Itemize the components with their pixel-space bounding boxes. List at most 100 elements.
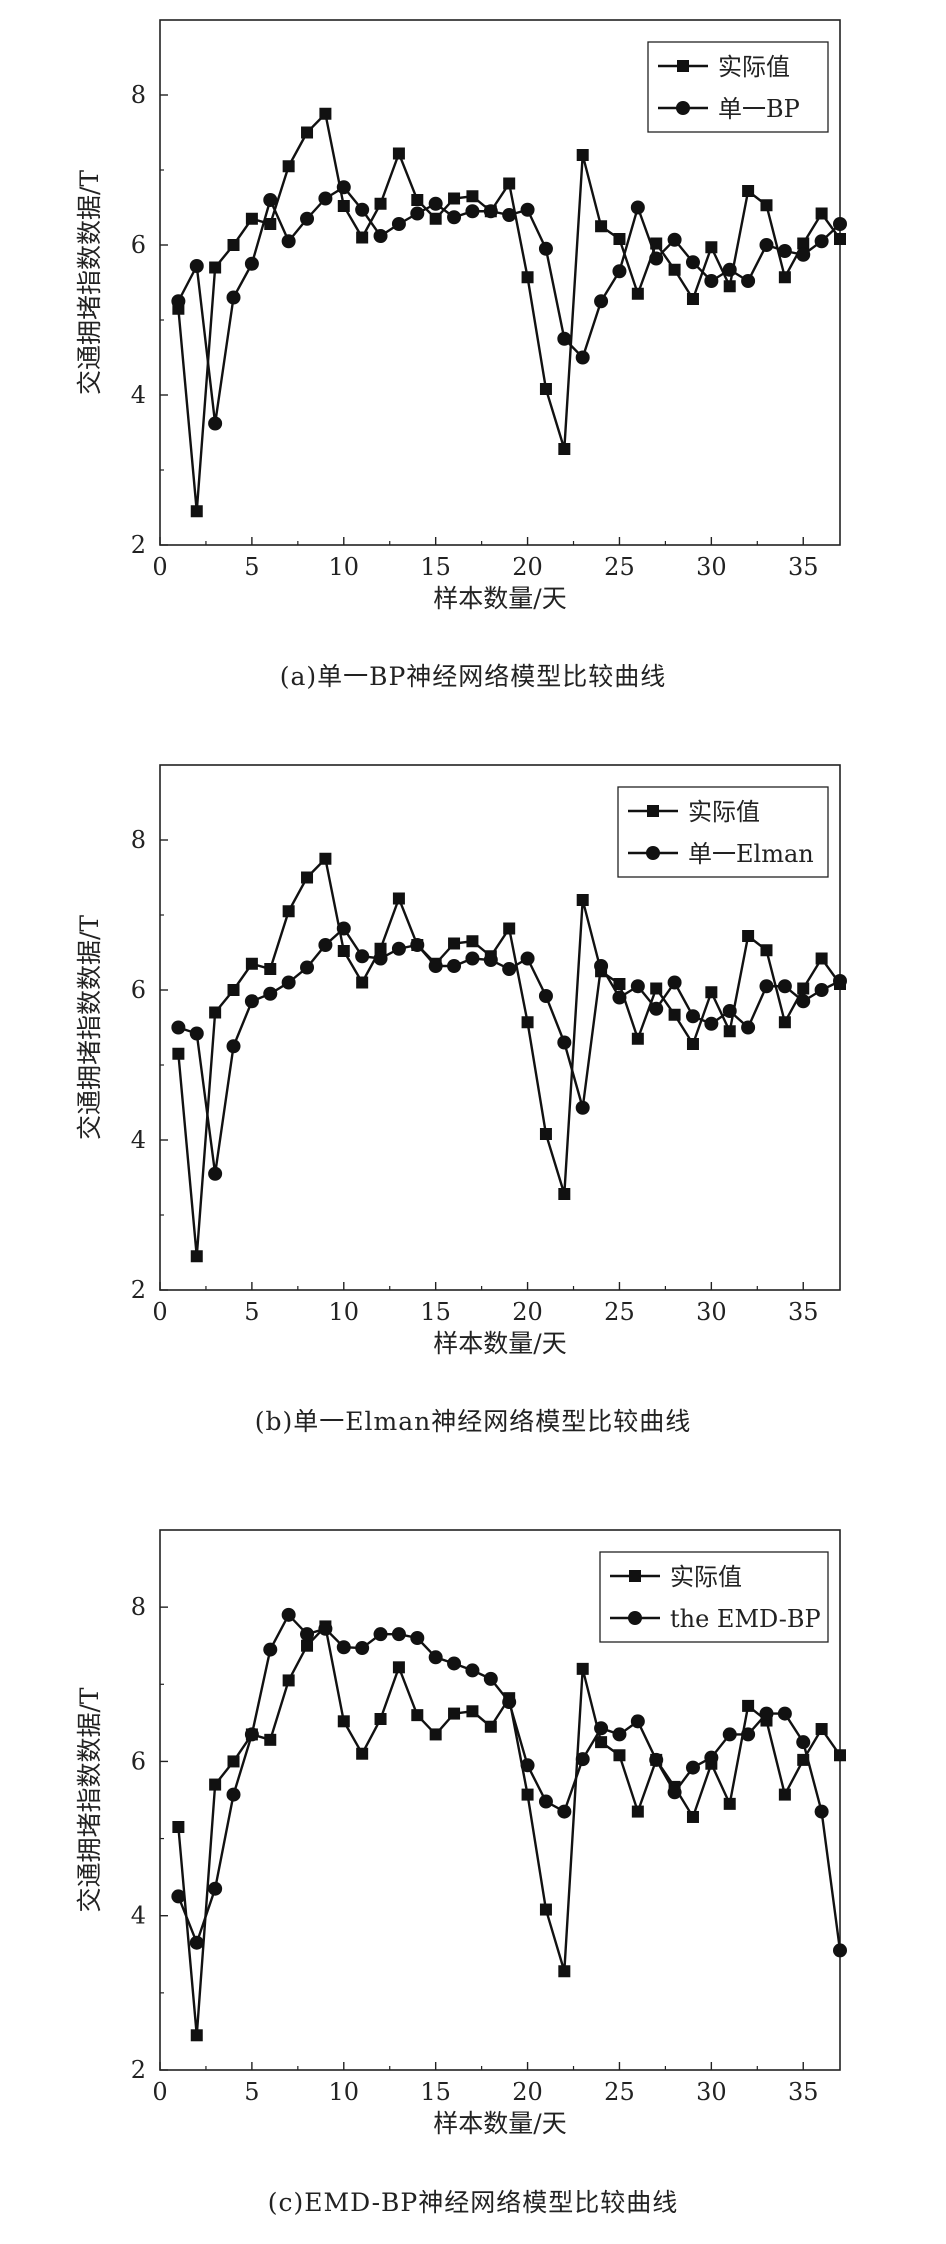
series-1-point bbox=[742, 1699, 755, 1712]
series-1-point bbox=[411, 1709, 424, 1722]
series-2-point bbox=[814, 234, 829, 249]
x-tick-label: 20 bbox=[512, 1298, 543, 1326]
x-tick-label: 5 bbox=[244, 1298, 259, 1326]
series-2-point bbox=[318, 1621, 333, 1636]
series-1-point bbox=[815, 1723, 828, 1736]
legend-marker-1 bbox=[629, 1570, 641, 1582]
series-1-point bbox=[209, 1006, 222, 1019]
series-2-point bbox=[263, 1642, 278, 1657]
series-1-point bbox=[705, 241, 718, 254]
series-2-point bbox=[667, 232, 682, 247]
series-2-point bbox=[814, 1804, 829, 1819]
series-1-point bbox=[686, 1038, 699, 1050]
series-1-point bbox=[576, 149, 589, 161]
series-2-point bbox=[814, 983, 829, 997]
x-tick-label: 35 bbox=[788, 2078, 819, 2106]
series-1-point bbox=[245, 957, 258, 970]
series-2-point bbox=[483, 1671, 498, 1686]
y-tick-label: 2 bbox=[131, 531, 146, 559]
series-1-point bbox=[301, 871, 314, 884]
series-1-point bbox=[466, 190, 479, 203]
series-2-point bbox=[777, 979, 792, 994]
series-2-point bbox=[796, 1735, 811, 1750]
legend-box bbox=[617, 786, 829, 878]
series-1-point bbox=[392, 147, 405, 160]
series-2-point bbox=[208, 1881, 223, 1896]
series-2-point bbox=[244, 1727, 259, 1742]
chart-panel-b: 0 5 10 15 20 25 30 35 2 4 6 8 样本数量/天 交通拥堵指数数据/T 实际值 单一E… bbox=[0, 745, 946, 1436]
plot-frame bbox=[159, 19, 841, 546]
series-1-point bbox=[705, 986, 718, 999]
series-2-point bbox=[594, 1721, 609, 1736]
series-2-point bbox=[355, 949, 370, 964]
series-1-point bbox=[742, 930, 755, 942]
series-1-point bbox=[411, 194, 424, 206]
legend-marker-1 bbox=[647, 805, 659, 817]
series-1-point bbox=[723, 1025, 736, 1038]
series-1-point bbox=[576, 1662, 589, 1675]
legend-label-2: the EMD-BP bbox=[670, 1605, 821, 1633]
series-2-point bbox=[612, 264, 627, 279]
series-2-point bbox=[391, 941, 406, 956]
series-1-point bbox=[172, 1821, 185, 1833]
series-1-point bbox=[190, 505, 203, 518]
series-2-point bbox=[391, 1627, 406, 1642]
series-1-point bbox=[190, 1250, 203, 1263]
series-2-point bbox=[649, 1752, 664, 1767]
series-2-point bbox=[575, 1100, 590, 1115]
x-tick-label: 0 bbox=[152, 2078, 167, 2106]
series-2-point bbox=[777, 244, 792, 258]
series-2-point bbox=[685, 1009, 700, 1024]
series-2-point bbox=[391, 217, 406, 231]
series-2-point bbox=[667, 975, 682, 990]
y-tick-label: 8 bbox=[131, 826, 146, 854]
y-tick-label: 4 bbox=[131, 1902, 146, 1930]
series-2-point bbox=[447, 210, 462, 225]
series-2-point bbox=[575, 350, 590, 365]
series-1-point bbox=[576, 894, 589, 906]
series-2-point bbox=[373, 229, 388, 243]
series-1-point bbox=[374, 942, 387, 955]
series-1-point bbox=[448, 937, 461, 950]
series-2-point bbox=[502, 962, 517, 976]
legend-label-2: 单一BP bbox=[718, 95, 800, 123]
series-2-point bbox=[741, 1020, 756, 1035]
series-2-point bbox=[226, 290, 241, 305]
series-2-point bbox=[741, 274, 756, 288]
series-1-point bbox=[595, 220, 608, 233]
series-1-point bbox=[558, 1188, 571, 1200]
series-1-point bbox=[282, 905, 295, 918]
series-1-point bbox=[797, 237, 810, 250]
y-tick-label: 2 bbox=[131, 1276, 146, 1304]
series-2-point bbox=[318, 191, 333, 206]
series-1-point bbox=[595, 1736, 608, 1749]
series-1-point bbox=[503, 177, 516, 190]
series-1-point bbox=[539, 1903, 552, 1916]
y-axis-label: 交通拥堵指数数据/T bbox=[75, 1687, 104, 1912]
series-2-point bbox=[722, 1727, 737, 1742]
series-2-point bbox=[171, 294, 186, 309]
series-1-point bbox=[448, 192, 461, 205]
series-1-point bbox=[650, 237, 663, 250]
x-tick-label: 15 bbox=[420, 1298, 451, 1326]
series-2-point bbox=[300, 960, 315, 975]
plot-frame bbox=[159, 764, 841, 1291]
series-2-point bbox=[483, 953, 498, 967]
series-1-point bbox=[778, 1016, 791, 1029]
series-line-2 bbox=[177, 1612, 842, 1951]
series-2-point bbox=[465, 1663, 480, 1678]
series-1-point bbox=[227, 239, 240, 251]
legend-marker-2 bbox=[628, 1611, 642, 1625]
series-1-point bbox=[448, 1707, 461, 1720]
series-2-point bbox=[410, 938, 425, 952]
series-1-point bbox=[815, 207, 828, 220]
caption-a: (a)单一BP神经网络模型比较曲线 bbox=[279, 662, 667, 691]
series-2-point bbox=[244, 994, 259, 1009]
series-2-point bbox=[833, 1943, 847, 1958]
series-2-point bbox=[594, 959, 609, 973]
x-tick-label: 10 bbox=[329, 1298, 360, 1326]
series-2-point bbox=[612, 990, 627, 1005]
series-2-point bbox=[171, 1020, 186, 1035]
series-1-point bbox=[521, 1788, 534, 1801]
x-tick-label: 0 bbox=[152, 1298, 167, 1326]
